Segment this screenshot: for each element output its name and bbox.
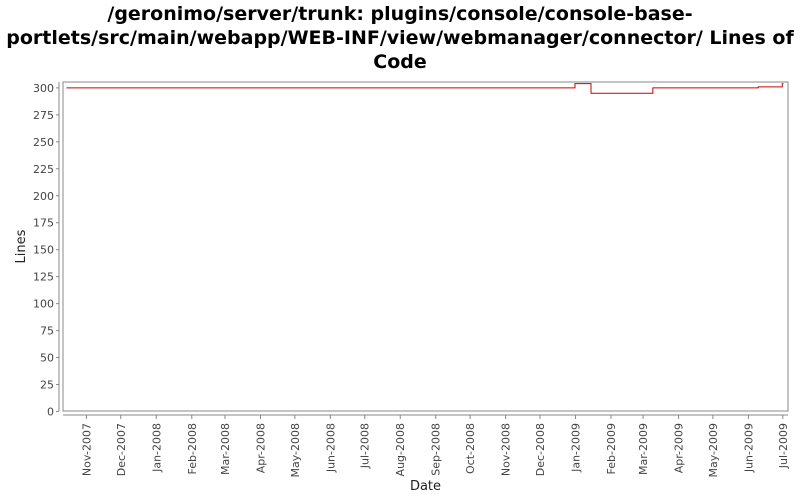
- chart-title: /geronimo/server/trunk: plugins/console/…: [6, 3, 794, 73]
- x-tick-label: Dec-2007: [115, 423, 128, 476]
- x-tick-label: Feb-2009: [605, 423, 618, 474]
- x-tick-label: Nov-2007: [80, 423, 93, 476]
- y-tick-label: 125: [33, 271, 54, 284]
- y-tick-label: 150: [33, 244, 54, 257]
- x-tick-label: Jan-2009: [569, 423, 582, 473]
- x-axis: Nov-2007 Dec-2007 Jan-2008 Feb-2008 Mar-2008…: [63, 414, 790, 478]
- x-tick-label: May-2009: [707, 423, 720, 478]
- x-tick-label: Dec-2008: [534, 423, 547, 476]
- y-tick-label: 175: [33, 217, 54, 230]
- y-tick-label: 50: [40, 352, 54, 365]
- x-tick-label: Jun-2008: [324, 423, 337, 473]
- plot-area: [62, 81, 789, 412]
- x-tick-label: Apr-2008: [254, 423, 267, 473]
- y-tick-label: 200: [33, 190, 54, 203]
- series-line: [66, 83, 784, 94]
- y-tick-label: 275: [33, 109, 54, 122]
- x-tick-label: Mar-2009: [637, 423, 650, 475]
- y-tick-label: 75: [40, 325, 54, 338]
- y-tick-label: 250: [33, 136, 54, 149]
- x-tick-label: Jul-2009: [777, 423, 790, 469]
- x-tick-label: Jan-2008: [150, 423, 163, 473]
- x-tick-label: Aug-2008: [394, 423, 407, 476]
- x-axis-title: Date: [410, 479, 441, 494]
- y-tick-label: 300: [33, 82, 54, 95]
- y-tick-label: 100: [33, 298, 54, 311]
- x-tick-label: Oct-2008: [464, 423, 477, 474]
- x-tick-label: Jul-2008: [359, 423, 372, 469]
- y-tick-label: 225: [33, 163, 54, 176]
- x-tick-label: Jun-2009: [742, 423, 755, 473]
- y-axis-title: Lines: [14, 229, 29, 263]
- x-tick-label: Nov-2008: [500, 423, 513, 476]
- x-tick-label: Sep-2008: [430, 423, 443, 476]
- y-tick-label: 0: [47, 406, 54, 419]
- x-tick-label: May-2008: [289, 423, 302, 478]
- x-tick-label: Mar-2008: [219, 423, 232, 475]
- x-tick-label: Apr-2009: [673, 423, 686, 473]
- y-tick-label: 25: [40, 379, 54, 392]
- y-axis: 0 25 50 75 100 125 150 175 200 225 250 275 300: [33, 82, 60, 419]
- x-tick-label: Feb-2008: [186, 423, 199, 474]
- series-layer: [66, 83, 784, 94]
